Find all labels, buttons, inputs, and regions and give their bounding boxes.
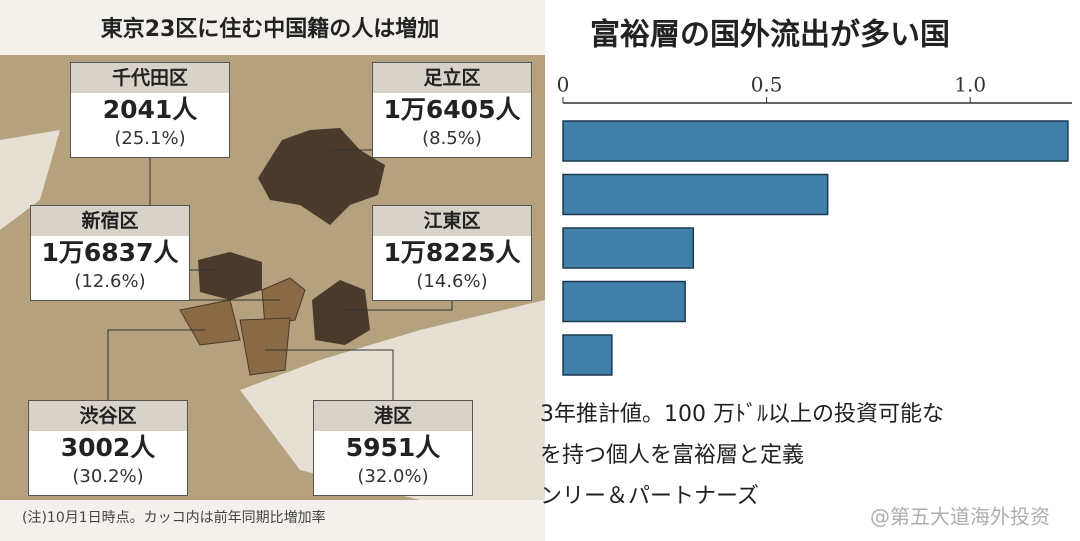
district-pct: (8.5%) [422,128,482,149]
district-box: 港区 5951人 (32.0%) [313,400,473,496]
district-name: 新宿区 [31,206,189,236]
district-count: 1万8225人 [383,238,521,267]
district-pct: (32.0%) [357,466,429,487]
district-koto [312,280,370,345]
district-name: 足立区 [373,63,531,93]
district-adachi [258,128,385,225]
watermark: @第五大道海外投资 [870,505,1050,529]
bar [562,227,695,269]
leader-line [107,329,205,400]
district-count: 1万6405人 [383,95,521,124]
leader-line [265,349,394,400]
district-count: 1万6837人 [41,238,179,267]
district-count: 2041人 [102,95,198,124]
district-pct: (30.2%) [72,466,144,487]
bar [562,120,1069,162]
x-tick-label: 0 [557,73,570,97]
bar [562,334,613,376]
district-box: 足立区 1万6405人 (8.5%) [372,62,532,158]
district-shibuya [179,299,241,346]
district-pct: (14.6%) [416,271,488,292]
map-title: 東京23区に住む中国籍の人は増加 [101,16,440,42]
plot-bg [548,55,1080,395]
bar [562,173,829,216]
x-tick-label: 0.5 [751,73,783,97]
district-minato [239,317,291,376]
district-box: 江東区 1万8225人 (14.6%) [372,205,532,301]
district-count: 5951人 [345,433,441,462]
footnote: を持つ個人を富裕層と定義 [540,443,804,468]
district-pct: (25.1%) [114,128,186,149]
map-note: (注)10月1日時点。カッコ内は前年同期比増加率 [22,509,326,526]
chart-title: 富裕層の国外流出が多い国 [590,18,950,53]
leader-line [340,301,453,311]
district-name: 江東区 [373,206,531,236]
district-box: 千代田区 2041人 (25.1%) [70,62,230,158]
district-name: 千代田区 [71,63,229,93]
district-shinjuku [198,252,262,300]
district-box: 渋谷区 3002人 (30.2%) [28,400,188,496]
footnote: ンリー＆パートナーズ [540,484,759,509]
district-count: 3002人 [60,433,156,462]
x-tick-label: 1.0 [954,73,986,97]
district-pct: (12.6%) [74,271,146,292]
district-name: 港区 [314,401,472,431]
district-name: 渋谷区 [29,401,187,431]
district-box: 新宿区 1万6837人 (12.6%) [30,205,190,301]
bar [562,280,686,323]
footnote: 3年推計値。100 万ﾄﾞﾙ以上の投資可能な [540,402,944,427]
